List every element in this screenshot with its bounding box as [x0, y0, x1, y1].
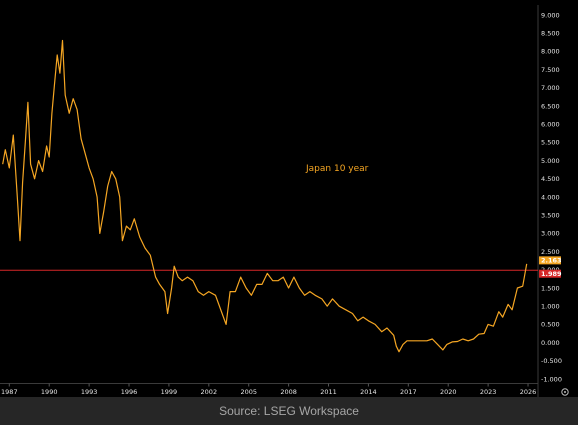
x-tick-label: 2002: [201, 388, 218, 396]
x-tick-label: 2011: [320, 388, 337, 396]
y-tick-label: 4.000: [541, 193, 560, 201]
x-tick-label: 2026: [520, 388, 537, 396]
series-line-japan-10-year: [2, 39, 528, 353]
y-tick-label: 5.500: [541, 139, 560, 147]
y-tick-label: -1.000: [541, 375, 562, 383]
x-axis-ticks: 1987 1990 1993 1996 1999 2002 2005 2008 2011 2014…: [1, 383, 537, 396]
x-tick-label: 2014: [360, 388, 377, 396]
value-badge-label: 2.163: [541, 257, 562, 265]
y-tick-label: 0.500: [541, 321, 560, 329]
y-tick-label: 3.500: [541, 212, 560, 220]
y-tick-label: 8.000: [541, 48, 560, 56]
x-tick-label: 2008: [280, 388, 297, 396]
y-tick-label: 5.000: [541, 157, 560, 165]
x-tick-label: 2005: [240, 388, 257, 396]
y-tick-label: 1.500: [541, 284, 560, 292]
x-tick-label: 1990: [41, 388, 58, 396]
value-badge-label: 1.989: [541, 270, 562, 278]
x-tick-label: 2017: [400, 388, 417, 396]
y-tick-label: 3.000: [541, 230, 560, 238]
y-tick-label: 6.500: [541, 102, 560, 110]
y-tick-label: 9.000: [541, 11, 560, 19]
value-badge: [539, 256, 561, 265]
x-tick-label: 1993: [81, 388, 98, 396]
source-caption: Source: LSEG Workspace: [0, 397, 578, 425]
x-tick-label: 1999: [161, 388, 178, 396]
value-badges: 2.163 1.989: [539, 256, 562, 278]
x-tick-label: 1987: [1, 388, 18, 396]
y-tick-label: 8.500: [541, 30, 560, 38]
gear-icon[interactable]: [561, 388, 569, 396]
y-axis-ticks: 9.000 8.500 8.000 7.500 7.000 6.500 6.000 5.500…: [541, 11, 562, 383]
x-tick-label: 2023: [480, 388, 497, 396]
y-tick-label: 0.000: [541, 339, 560, 347]
y-tick-label: 1.000: [541, 303, 560, 311]
y-tick-label: 7.500: [541, 66, 560, 74]
y-tick-label: 7.000: [541, 84, 560, 92]
y-tick-label: -0.500: [541, 357, 562, 365]
value-badge: [539, 269, 561, 278]
y-tick-label: 2.500: [541, 248, 560, 256]
x-tick-label: 1996: [121, 388, 138, 396]
x-tick-label: 2020: [440, 388, 457, 396]
y-tick-label: 6.000: [541, 121, 560, 129]
line-chart: 9.000 8.500 8.000 7.500 7.000 6.500 6.000 5.500…: [0, 5, 569, 397]
y-tick-label: 4.500: [541, 175, 560, 183]
series-label: Japan 10 year: [305, 164, 369, 174]
